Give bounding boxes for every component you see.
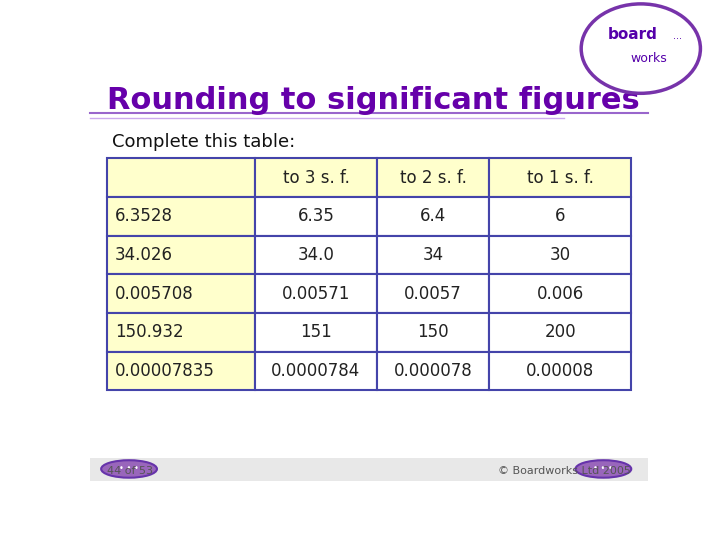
Text: 200: 200 (544, 323, 576, 341)
Text: • • •: • • • (119, 464, 139, 474)
Bar (255, 197, 377, 235)
Bar (377, 274, 489, 313)
Text: 6.4: 6.4 (420, 207, 446, 225)
Bar (107, 352, 255, 390)
Bar (489, 274, 631, 313)
Text: 151: 151 (300, 323, 332, 341)
Text: board: board (608, 26, 658, 42)
Bar (107, 274, 255, 313)
Bar (489, 197, 631, 235)
Bar (255, 158, 377, 197)
Bar (377, 352, 489, 390)
Bar (377, 313, 489, 352)
Bar (255, 235, 377, 274)
Text: to 1 s. f.: to 1 s. f. (526, 168, 593, 187)
Ellipse shape (101, 460, 157, 478)
Text: Rounding to significant figures: Rounding to significant figures (107, 85, 639, 114)
Bar (255, 352, 377, 390)
Text: 0.0000784: 0.0000784 (271, 362, 361, 380)
Text: ...: ... (672, 31, 682, 41)
Text: 0.000078: 0.000078 (394, 362, 472, 380)
Text: 34.0: 34.0 (297, 246, 334, 264)
Bar (107, 158, 255, 197)
Text: 6.35: 6.35 (297, 207, 334, 225)
Text: Complete this table:: Complete this table: (112, 133, 296, 151)
Text: 0.0057: 0.0057 (405, 285, 462, 303)
Bar (255, 274, 377, 313)
Bar (489, 352, 631, 390)
Text: • • •: • • • (593, 464, 613, 474)
Text: 150: 150 (418, 323, 449, 341)
Bar (377, 197, 489, 235)
Text: 0.00007835: 0.00007835 (115, 362, 215, 380)
Bar (377, 158, 489, 197)
Text: 0.006: 0.006 (536, 285, 584, 303)
Text: 30: 30 (549, 246, 571, 264)
Bar (255, 313, 377, 352)
Text: 0.00008: 0.00008 (526, 362, 594, 380)
Bar (377, 235, 489, 274)
Bar (107, 197, 255, 235)
Bar (489, 158, 631, 197)
Bar (489, 235, 631, 274)
Text: 0.00571: 0.00571 (282, 285, 350, 303)
Bar (489, 313, 631, 352)
Text: to 3 s. f.: to 3 s. f. (282, 168, 349, 187)
Text: © Boardworks Ltd 2005: © Boardworks Ltd 2005 (498, 467, 631, 476)
Bar (107, 235, 255, 274)
Text: 6.3528: 6.3528 (115, 207, 173, 225)
Text: works: works (630, 52, 667, 65)
Text: 34: 34 (423, 246, 444, 264)
Text: 0.005708: 0.005708 (115, 285, 194, 303)
Ellipse shape (575, 460, 631, 478)
Text: 150.932: 150.932 (115, 323, 184, 341)
Text: 6: 6 (555, 207, 565, 225)
Bar (107, 313, 255, 352)
Text: 44 of 53: 44 of 53 (107, 467, 153, 476)
Text: 34.026: 34.026 (115, 246, 173, 264)
Bar (90, 458, 648, 481)
Text: to 2 s. f.: to 2 s. f. (400, 168, 467, 187)
